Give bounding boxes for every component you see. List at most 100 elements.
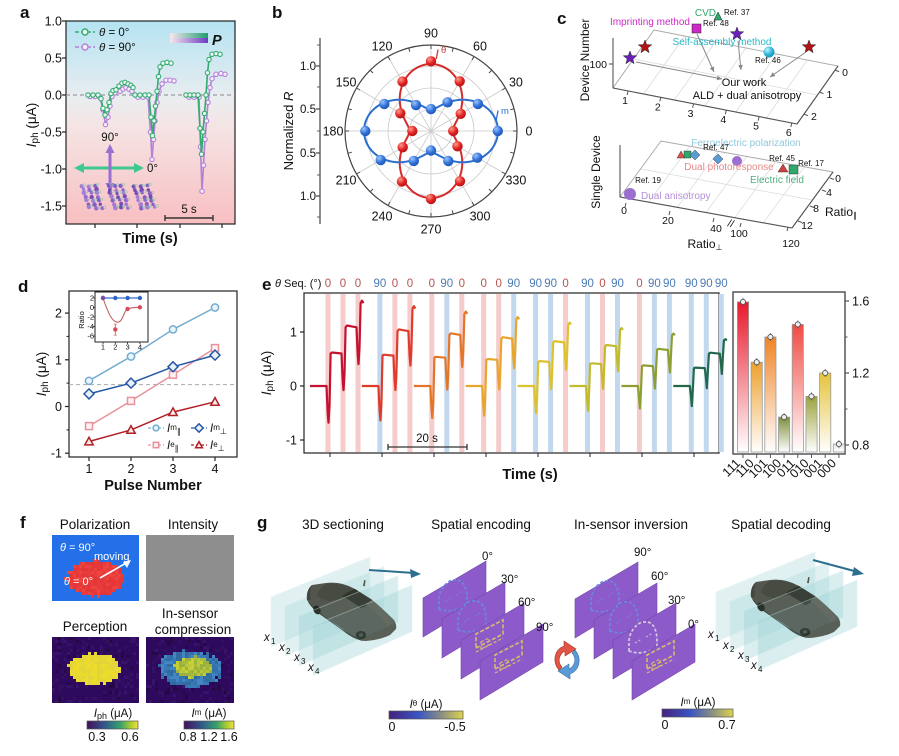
svg-text:0.0: 0.0	[45, 89, 62, 103]
svg-text:150: 150	[336, 76, 357, 90]
svg-text:90: 90	[685, 278, 698, 290]
svg-text:1.2: 1.2	[200, 730, 217, 744]
svg-text:4: 4	[212, 462, 219, 476]
svg-text:90: 90	[424, 27, 438, 41]
svg-text:-1.5: -1.5	[40, 200, 62, 214]
svg-text:2: 2	[90, 294, 94, 303]
svg-text:0: 0	[562, 278, 568, 290]
svg-text:-1: -1	[51, 447, 62, 461]
svg-text:90: 90	[648, 278, 661, 290]
svg-text:b: b	[272, 3, 282, 22]
svg-text:330: 330	[505, 174, 526, 188]
svg-text:0°: 0°	[688, 619, 699, 631]
svg-text:Ratio⊥: Ratio⊥	[688, 237, 723, 252]
svg-text:Im (μA): Im (μA)	[191, 708, 226, 720]
svg-text:Normalized R: Normalized R	[281, 92, 296, 171]
svg-text:Single Device: Single Device	[589, 135, 603, 209]
svg-text:Time (s): Time (s)	[502, 467, 558, 483]
svg-text:x: x	[737, 650, 745, 662]
svg-text:-0.5: -0.5	[40, 126, 62, 140]
svg-text:3: 3	[745, 655, 750, 664]
svg-text:0.5: 0.5	[300, 104, 316, 116]
svg-text:1: 1	[290, 326, 297, 340]
svg-text:1: 1	[86, 462, 93, 476]
svg-text:Ie∥: Ie∥	[167, 440, 179, 453]
svg-text:0: 0	[429, 278, 435, 290]
svg-text:θ: θ	[441, 45, 446, 56]
svg-text:0: 0	[340, 278, 346, 290]
svg-text:ALD + dual anisotropy: ALD + dual anisotropy	[693, 90, 802, 102]
svg-text:90°: 90°	[634, 547, 651, 559]
svg-text:90: 90	[581, 278, 594, 290]
svg-text:1.6: 1.6	[220, 730, 237, 744]
svg-text:1.0: 1.0	[300, 191, 316, 203]
svg-text:Iph (μA): Iph (μA)	[259, 351, 276, 395]
svg-text:90: 90	[715, 278, 728, 290]
svg-text:270: 270	[421, 223, 442, 237]
svg-text:Ref. 45: Ref. 45	[769, 154, 795, 163]
svg-text:40: 40	[710, 223, 722, 235]
svg-text:3: 3	[301, 657, 306, 666]
svg-text:c: c	[557, 9, 566, 28]
svg-text:30°: 30°	[668, 595, 685, 607]
svg-text:moving: moving	[94, 551, 129, 563]
svg-text:60°: 60°	[651, 571, 668, 583]
svg-text:0: 0	[599, 278, 605, 290]
svg-text:90: 90	[374, 278, 387, 290]
svg-text:Ratio: Ratio	[77, 311, 86, 329]
svg-text:Device Number: Device Number	[578, 19, 592, 102]
svg-text:Intensity: Intensity	[168, 517, 219, 532]
svg-text:100: 100	[730, 228, 748, 240]
svg-text:x: x	[263, 632, 271, 644]
svg-text:θ Seq. (°): θ Seq. (°)	[275, 278, 321, 290]
svg-text:Iph (μA): Iph (μA)	[94, 708, 133, 721]
svg-text:210: 210	[336, 174, 357, 188]
svg-text:Ferroelectric polarization: Ferroelectric polarization	[691, 138, 801, 149]
svg-text:θ = 90°: θ = 90°	[60, 542, 95, 554]
svg-text:2: 2	[113, 343, 117, 352]
svg-text:0: 0	[290, 380, 297, 394]
svg-text:Iph (μA): Iph (μA)	[34, 352, 51, 396]
svg-text:θ = 0°: θ = 0°	[99, 27, 129, 39]
svg-text:3: 3	[170, 462, 177, 476]
svg-text:θ = 0°: θ = 0°	[64, 576, 93, 588]
svg-text:Ref. 17: Ref. 17	[798, 159, 824, 168]
svg-text:Ref. 47: Ref. 47	[703, 143, 729, 152]
svg-text:0: 0	[355, 278, 361, 290]
svg-text:4: 4	[315, 667, 320, 676]
svg-text:0.8: 0.8	[179, 730, 196, 744]
svg-text:90: 90	[507, 278, 520, 290]
svg-text:2: 2	[286, 647, 291, 656]
svg-text:Self-assembly method: Self-assembly method	[673, 37, 772, 48]
svg-text:Perception: Perception	[63, 619, 128, 634]
svg-text:12: 12	[801, 220, 813, 232]
svg-text:1.6: 1.6	[852, 295, 869, 309]
svg-text:Im∥: Im∥	[167, 423, 181, 436]
svg-text:Im⊥: Im⊥	[210, 423, 227, 436]
svg-text:f: f	[20, 513, 26, 532]
svg-text:Pulse Number: Pulse Number	[104, 478, 202, 494]
svg-text:Time (s): Time (s)	[122, 231, 178, 247]
svg-text:90: 90	[700, 278, 713, 290]
svg-text:0: 0	[526, 125, 533, 139]
svg-text:Our work: Our work	[722, 77, 767, 89]
svg-text:90: 90	[663, 278, 676, 290]
svg-text:0.7: 0.7	[718, 718, 735, 732]
svg-text:90°: 90°	[536, 622, 553, 634]
svg-text:5 s: 5 s	[181, 204, 197, 216]
svg-text:1.0: 1.0	[300, 61, 316, 73]
svg-text:0.5: 0.5	[45, 52, 62, 66]
svg-text:4: 4	[138, 343, 142, 352]
svg-text:Ref. 48: Ref. 48	[703, 19, 729, 28]
svg-text:0.8: 0.8	[852, 439, 869, 453]
svg-text:0: 0	[392, 278, 398, 290]
svg-text:120: 120	[372, 40, 393, 54]
svg-text:60: 60	[473, 40, 487, 54]
svg-text:0: 0	[835, 173, 841, 185]
svg-text:90: 90	[529, 278, 542, 290]
svg-text:a: a	[20, 3, 30, 22]
svg-text:0: 0	[325, 278, 331, 290]
svg-text:P: P	[212, 33, 222, 49]
svg-text:Spatial encoding: Spatial encoding	[431, 517, 531, 532]
svg-text:0: 0	[55, 400, 62, 414]
